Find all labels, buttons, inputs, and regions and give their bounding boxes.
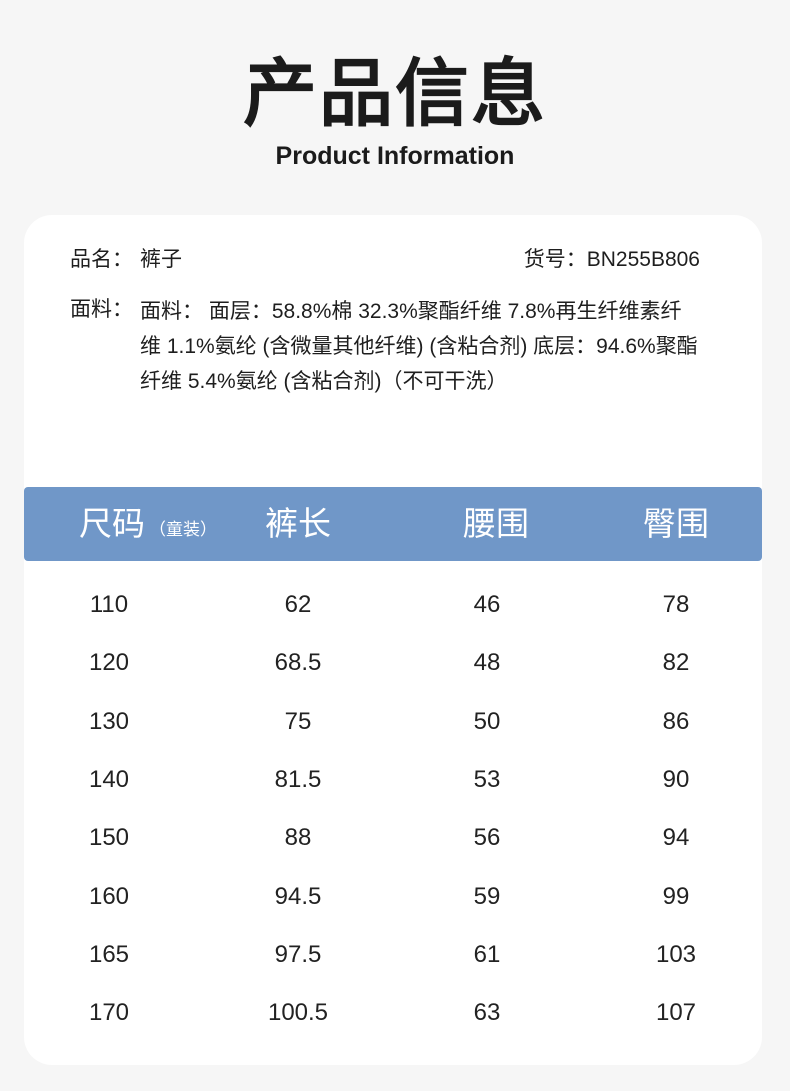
cell-length: 100.5 <box>267 999 329 1027</box>
cell-length: 88 <box>284 824 312 852</box>
cell-hip: 86 <box>662 707 690 735</box>
cell-hip: 107 <box>655 999 697 1027</box>
cell-hip: 90 <box>662 765 690 793</box>
sku-label: 货号： <box>523 248 587 271</box>
cell-waist: 63 <box>473 999 501 1027</box>
column-header-size: 尺码 （童装） <box>79 505 217 542</box>
cell-waist: 53 <box>473 765 501 793</box>
cell-size: 130 <box>88 707 130 735</box>
column-header-length: 裤长 <box>265 505 331 542</box>
cell-hip: 78 <box>662 591 690 618</box>
fabric-value: 面料： 面层：58.8%棉 32.3%聚酯纤维 7.8%再生纤维素纤维 1.1%… <box>140 300 698 393</box>
cell-waist: 61 <box>473 940 501 968</box>
cell-waist: 46 <box>473 591 501 618</box>
cell-hip: 94 <box>662 824 690 852</box>
cell-waist: 48 <box>473 649 501 677</box>
cell-size: 165 <box>88 940 130 968</box>
cell-size: 160 <box>88 882 130 910</box>
cell-size: 110 <box>89 591 129 618</box>
column-header-waist: 腰围 <box>463 505 529 542</box>
cell-length: 75 <box>284 707 312 735</box>
cell-size: 170 <box>88 999 130 1027</box>
cell-length: 68.5 <box>274 649 322 677</box>
cell-hip: 103 <box>655 940 697 968</box>
product-name-value: 裤子 <box>140 248 182 271</box>
cell-hip: 82 <box>662 649 690 677</box>
page-title: 产品信息 <box>243 52 547 135</box>
cell-length: 97.5 <box>274 940 322 968</box>
size-note: （童装） <box>149 520 217 539</box>
product-name-label: 品名： <box>70 248 133 271</box>
sku-value: BN255B806 <box>586 248 700 271</box>
cell-length: 81.5 <box>274 765 322 793</box>
page-subtitle: Product Information <box>275 142 515 170</box>
size-table-header: 尺码 （童装） 裤长 腰围 臀围 <box>24 487 762 561</box>
cell-size: 120 <box>88 649 130 677</box>
cell-length: 62 <box>284 591 312 618</box>
column-header-hip: 臀围 <box>643 505 709 542</box>
cell-waist: 56 <box>473 824 501 852</box>
cell-length: 94.5 <box>274 882 322 910</box>
info-card <box>24 215 762 1065</box>
fabric-label: 面料： <box>70 298 133 321</box>
cell-hip: 99 <box>662 882 690 910</box>
cell-size: 150 <box>88 824 130 852</box>
cell-waist: 50 <box>473 707 501 735</box>
cell-waist: 59 <box>473 882 501 910</box>
cell-size: 140 <box>88 765 130 793</box>
sku: 货号：BN255B806 <box>524 246 700 274</box>
